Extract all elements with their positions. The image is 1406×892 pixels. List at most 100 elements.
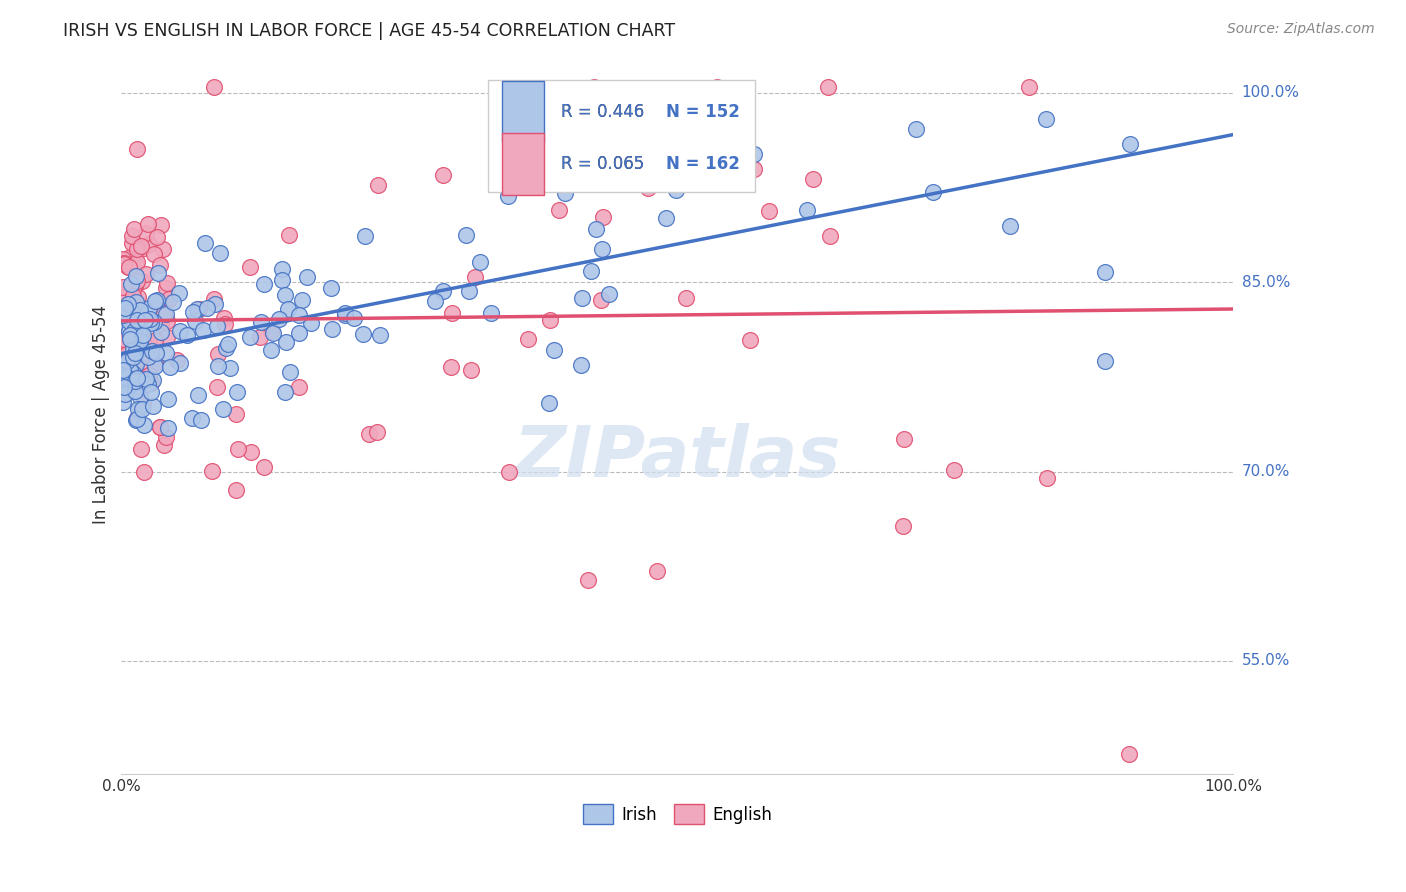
- Point: [579, 158, 602, 172]
- Text: 85.0%: 85.0%: [1241, 275, 1289, 290]
- Point: [468, 254, 491, 268]
- Point: [135, 268, 157, 282]
- Point: [121, 342, 143, 356]
- Point: [129, 442, 152, 456]
- Point: [112, 257, 135, 271]
- Point: [156, 392, 179, 407]
- Point: [643, 120, 665, 135]
- Point: [152, 306, 174, 320]
- Point: [561, 147, 583, 161]
- Point: [998, 219, 1021, 233]
- Point: [157, 421, 180, 435]
- Point: [181, 304, 204, 318]
- Point: [150, 325, 173, 339]
- Point: [159, 292, 181, 306]
- Point: [152, 242, 174, 256]
- Point: [121, 236, 143, 251]
- Point: [114, 322, 136, 336]
- Point: [274, 385, 297, 400]
- Point: [143, 247, 166, 261]
- Point: [131, 274, 153, 288]
- Text: R = 0.446: R = 0.446: [561, 103, 644, 120]
- Point: [121, 304, 143, 318]
- Point: [169, 324, 191, 338]
- Point: [122, 222, 145, 236]
- Point: [145, 343, 167, 358]
- Point: [114, 379, 136, 393]
- Point: [141, 376, 163, 390]
- Point: [129, 321, 152, 335]
- Point: [111, 289, 134, 303]
- Point: [159, 359, 181, 374]
- Point: [141, 399, 163, 413]
- Point: [156, 329, 179, 343]
- FancyBboxPatch shape: [502, 81, 544, 142]
- Point: [128, 334, 150, 348]
- Text: 70.0%: 70.0%: [1241, 464, 1289, 479]
- Point: [138, 312, 160, 326]
- Point: [149, 420, 172, 434]
- Point: [112, 279, 135, 293]
- Point: [111, 284, 134, 298]
- Point: [134, 345, 156, 359]
- Point: [186, 301, 208, 316]
- Point: [115, 347, 138, 361]
- Point: [181, 411, 204, 425]
- Point: [111, 329, 134, 343]
- Point: [592, 210, 614, 224]
- Point: [205, 379, 228, 393]
- Point: [352, 326, 374, 341]
- Point: [111, 320, 134, 334]
- Point: [201, 464, 224, 478]
- Point: [155, 307, 177, 321]
- Point: [333, 306, 356, 320]
- Point: [128, 342, 150, 356]
- Point: [225, 408, 247, 422]
- Point: [637, 181, 659, 195]
- Text: R = 0.065: R = 0.065: [561, 155, 644, 173]
- Point: [114, 379, 136, 393]
- Point: [367, 178, 389, 192]
- Point: [260, 324, 283, 338]
- Point: [112, 304, 135, 318]
- Point: [662, 144, 685, 158]
- Point: [150, 317, 173, 331]
- Point: [299, 316, 322, 330]
- Point: [207, 347, 229, 361]
- Point: [117, 260, 139, 274]
- Point: [645, 565, 668, 579]
- Point: [439, 360, 461, 375]
- Point: [125, 411, 148, 425]
- Point: [120, 342, 142, 356]
- Point: [585, 222, 607, 236]
- Point: [127, 143, 149, 157]
- Point: [118, 314, 141, 328]
- Point: [239, 445, 262, 459]
- Point: [142, 373, 165, 387]
- Point: [214, 341, 236, 355]
- Point: [922, 186, 945, 200]
- Point: [117, 322, 139, 336]
- Point: [115, 364, 138, 378]
- Point: [460, 363, 482, 377]
- Point: [132, 417, 155, 432]
- Point: [114, 310, 136, 325]
- Point: [127, 327, 149, 342]
- Point: [117, 298, 139, 312]
- Point: [129, 239, 152, 253]
- Point: [188, 301, 211, 316]
- Point: [498, 465, 520, 479]
- Text: IRISH VS ENGLISH IN LABOR FORCE | AGE 45-54 CORRELATION CHART: IRISH VS ENGLISH IN LABOR FORCE | AGE 45…: [63, 22, 675, 40]
- Point: [706, 79, 728, 94]
- Point: [138, 351, 160, 365]
- Point: [366, 425, 388, 440]
- Point: [128, 303, 150, 318]
- Point: [117, 384, 139, 399]
- Point: [512, 169, 534, 184]
- Point: [194, 236, 217, 251]
- Point: [538, 396, 561, 410]
- Point: [120, 301, 142, 316]
- Point: [111, 353, 134, 368]
- Point: [598, 287, 620, 301]
- Point: [479, 306, 502, 320]
